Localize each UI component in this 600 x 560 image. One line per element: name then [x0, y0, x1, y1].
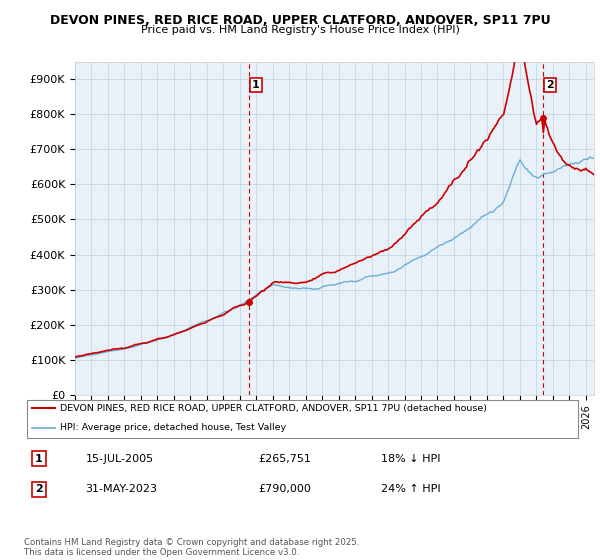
- Text: 24% ↑ HPI: 24% ↑ HPI: [381, 484, 441, 494]
- Text: Contains HM Land Registry data © Crown copyright and database right 2025.
This d: Contains HM Land Registry data © Crown c…: [24, 538, 359, 557]
- Text: £265,751: £265,751: [259, 454, 311, 464]
- Text: Price paid vs. HM Land Registry's House Price Index (HPI): Price paid vs. HM Land Registry's House …: [140, 25, 460, 35]
- FancyBboxPatch shape: [27, 400, 578, 437]
- Text: £790,000: £790,000: [259, 484, 311, 494]
- Text: 2: 2: [35, 484, 43, 494]
- Text: DEVON PINES, RED RICE ROAD, UPPER CLATFORD, ANDOVER, SP11 7PU (detached house): DEVON PINES, RED RICE ROAD, UPPER CLATFO…: [60, 404, 487, 413]
- Text: 15-JUL-2005: 15-JUL-2005: [85, 454, 154, 464]
- Text: 1: 1: [252, 80, 260, 90]
- Text: HPI: Average price, detached house, Test Valley: HPI: Average price, detached house, Test…: [60, 423, 286, 432]
- Text: DEVON PINES, RED RICE ROAD, UPPER CLATFORD, ANDOVER, SP11 7PU: DEVON PINES, RED RICE ROAD, UPPER CLATFO…: [50, 14, 550, 27]
- Text: 2: 2: [547, 80, 554, 90]
- Text: 18% ↓ HPI: 18% ↓ HPI: [381, 454, 440, 464]
- Text: 1: 1: [35, 454, 43, 464]
- Text: 31-MAY-2023: 31-MAY-2023: [85, 484, 157, 494]
